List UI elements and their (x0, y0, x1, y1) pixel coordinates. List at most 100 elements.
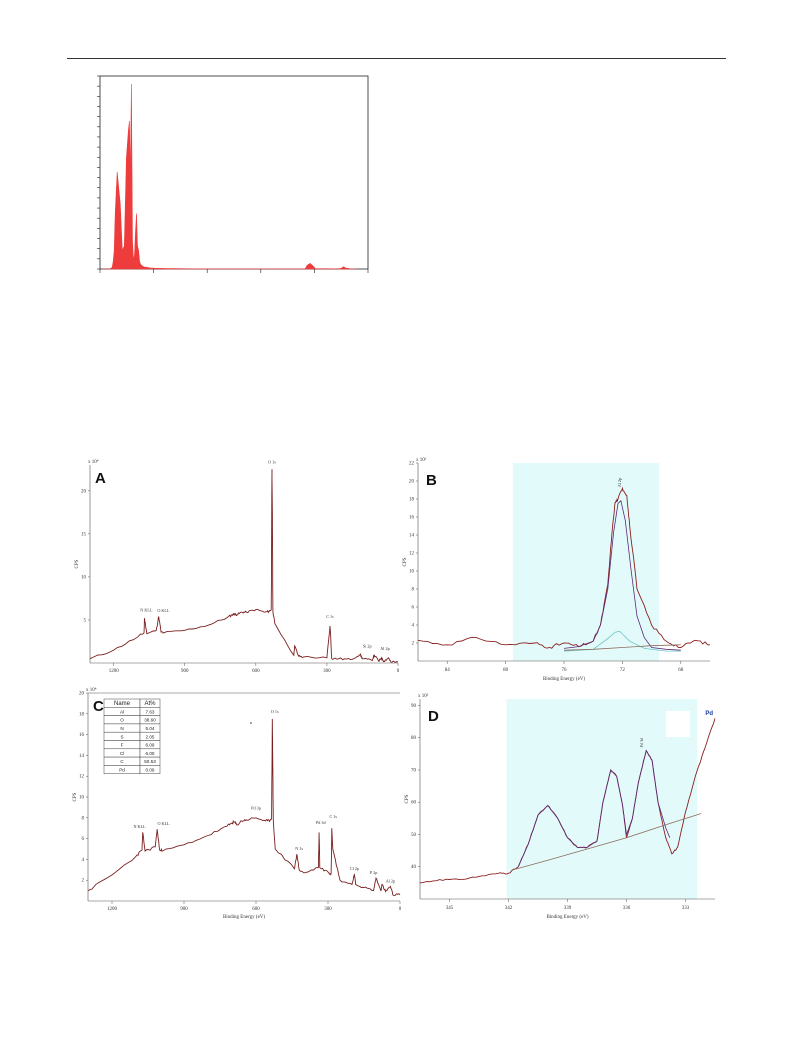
panel-letter: B (426, 472, 437, 489)
xps-panel-a: 1200 900 600 300 0 5 10 15 20 x 10⁴ CPS A O 1s N KLL O… (75, 459, 400, 674)
peak-label: C 1s (329, 814, 337, 819)
top-spectrum-figure (97, 75, 369, 273)
peak-label: P 2p (370, 870, 377, 875)
y-tick-label: 5 (84, 618, 87, 623)
y-tick-label: 2 (82, 879, 85, 884)
x-tick-label: 342 (505, 906, 513, 911)
table-value: 0.09 (146, 768, 155, 773)
table-value: 6.09 (146, 743, 155, 748)
y-multiplier: x 10² (418, 693, 429, 699)
table-value: 7.63 (146, 709, 155, 714)
panel-letter: A (95, 470, 106, 487)
y-tick-label: 16 (409, 516, 415, 521)
x-tick-label: 345 (446, 906, 454, 911)
peak-label: O KLL (157, 608, 170, 613)
peak-label: N 1s (295, 846, 303, 851)
peak-label: Al 2p (617, 478, 622, 487)
y-axis-label: CPS (75, 559, 80, 568)
peak-label: Cl 2p (350, 866, 359, 871)
x-tick-label: 72 (620, 668, 626, 673)
spectrum-line (89, 469, 399, 663)
y-tick-label: 14 (79, 754, 85, 759)
y-tick-label: 4 (412, 624, 415, 629)
table-value: N (120, 726, 123, 731)
spectrum-area (102, 83, 356, 270)
table-cell (139, 765, 161, 774)
table-value: S (120, 734, 123, 739)
table-value: F (121, 743, 124, 748)
x-tick-label: 76 (562, 668, 568, 673)
y-axis-label: CPS (73, 792, 78, 801)
y-tick-label: 8 (412, 588, 415, 593)
x-tick-label: 336 (623, 906, 631, 911)
y-axis-label: CPS (405, 794, 410, 803)
peak-label: Al 2p (386, 878, 395, 883)
corner-label: Pd (705, 711, 713, 717)
x-tick-label: 68 (678, 668, 684, 673)
y-tick-label: 12 (409, 552, 415, 557)
y-tick-label: 6 (82, 837, 85, 842)
table-value: 5.04 (146, 726, 155, 731)
stray-dot (250, 722, 252, 724)
x-tick-label: 333 (682, 906, 690, 911)
table-value: Cl (120, 751, 124, 756)
series-component (563, 630, 681, 652)
table-value: 2.05 (146, 734, 155, 739)
y-tick-label: 50 (411, 833, 417, 838)
y-tick-label: 10 (409, 570, 415, 575)
y-multiplier: x 10⁴ (88, 459, 99, 465)
peak-label: O 1s (268, 459, 276, 464)
y-tick-label: 20 (81, 489, 87, 494)
series-raw (417, 486, 710, 649)
table-value: 6.00 (146, 751, 155, 756)
x-axis-label: Binding Energy (eV) (546, 915, 588, 920)
y-tick-label: 40 (411, 865, 417, 870)
panel-letter: D (428, 708, 439, 725)
peak-label: Al 2p (380, 646, 389, 651)
table-value: 38.60 (144, 718, 156, 723)
peak-label: Si 2p (363, 644, 372, 649)
page-header-rule (67, 58, 726, 59)
fit-region-shade (506, 699, 698, 899)
y-tick-label: 12 (79, 775, 85, 780)
peak-label: O KLL (157, 821, 170, 826)
x-tick-label: 1200 (109, 669, 120, 674)
table-value: Al (120, 709, 124, 714)
plot-frame (99, 75, 369, 270)
table-value: 50.53 (144, 759, 156, 764)
y-tick-label: 20 (409, 480, 415, 485)
spectrum-line (87, 718, 401, 897)
y-tick-label: 16 (79, 733, 85, 738)
x-axis-label: Binding Energy (eV) (223, 915, 265, 920)
x-tick-label: 900 (180, 907, 188, 912)
y-multiplier: x 10³ (416, 457, 427, 463)
y-tick-label: 10 (79, 796, 85, 801)
x-tick-label: 300 (323, 669, 331, 674)
peak-label: O 1s (271, 709, 279, 714)
xps-panel-c: 1200 900 600 300 0 2 4 6 8 10 12 14 16 18 20x 10⁴ CPS Bi… (73, 687, 402, 920)
x-tick-label: 300 (324, 907, 332, 912)
peak-label: N KLL (140, 607, 153, 612)
legend-blank (670, 477, 692, 501)
panel-letter: C (93, 698, 104, 715)
peak-label: Pd 3d (316, 820, 327, 825)
peak-label: Pd 3p (251, 805, 261, 810)
x-axis-label: Binding Energy (eV) (543, 677, 585, 682)
peak-label: C 1s (326, 614, 334, 619)
x-tick-label: 600 (252, 907, 260, 912)
table-value: O (120, 718, 124, 723)
y-tick-label: 18 (79, 712, 85, 717)
x-tick-label: 0 (399, 907, 402, 912)
y-tick-label: 90 (411, 704, 417, 709)
y-tick-label: 18 (409, 498, 415, 503)
x-tick-label: 80 (503, 668, 509, 673)
y-tick-label: 20 (79, 692, 85, 697)
y-tick-label: 10 (81, 575, 87, 580)
table-value: C (120, 759, 124, 764)
xps-panel-d: 345 342 339 336 333 40 50 60 70 80 90x 10² CPS Bindi… (405, 693, 716, 920)
y-tick-label: 70 (411, 768, 417, 773)
x-tick-label: 1200 (107, 907, 118, 912)
legend-blank (666, 711, 690, 737)
y-tick-label: 2 (412, 642, 415, 647)
